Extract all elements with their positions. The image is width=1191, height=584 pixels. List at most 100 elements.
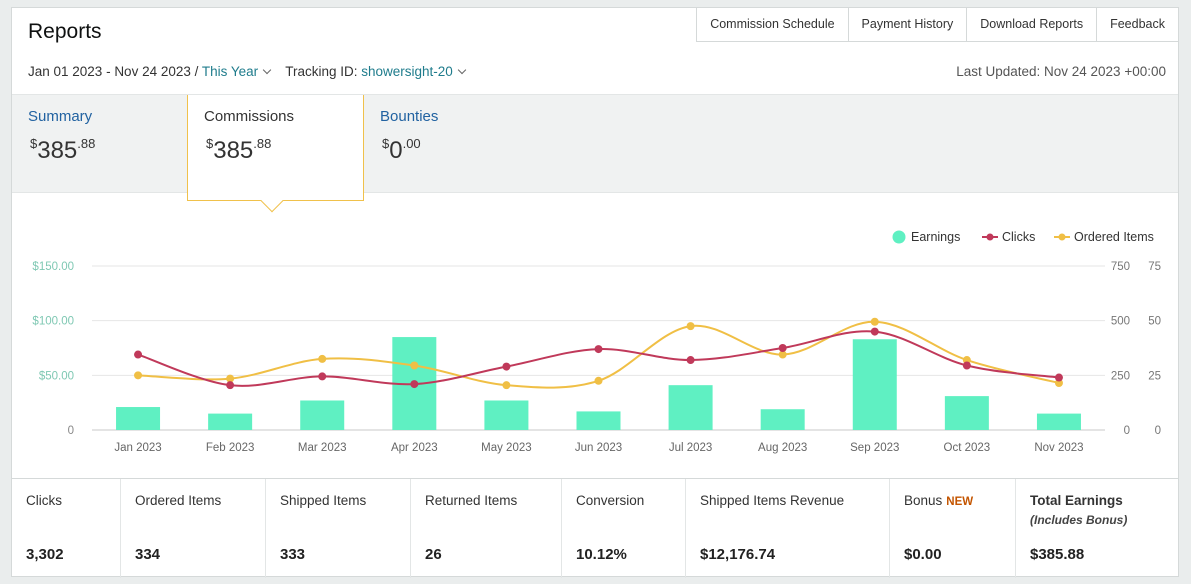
clicks-point [1054, 373, 1063, 382]
stat-value: 3,302 [26, 546, 64, 563]
tracking-label: Tracking ID: [285, 64, 358, 79]
stat-shipped-items: Shipped Items 333 [266, 479, 411, 578]
tab-commissions[interactable]: Commissions $385.88 [187, 95, 364, 213]
download-reports-tab[interactable]: Download Reports [966, 8, 1097, 42]
ordered-items-point [686, 322, 695, 331]
clicks-point [502, 362, 511, 371]
clicks-point [410, 380, 419, 389]
stat-label: Clicks [26, 493, 62, 508]
earnings-bar [852, 339, 897, 430]
right2-tick-label: 75 [1148, 261, 1161, 273]
stat-shipped-revenue: Shipped Items Revenue $12,176.74 [686, 479, 890, 578]
legend-dot-swatch [1058, 233, 1066, 241]
clicks-point [778, 344, 787, 352]
x-tick-label: Oct 2023 [944, 442, 991, 454]
ordered-items-point [134, 371, 143, 380]
left-tick-label: $150.00 [32, 261, 74, 273]
reports-card: Reports Commission Schedule Payment Hist… [11, 7, 1179, 578]
summary-tabs: Summary $385.88 Commissions $385.88 Boun… [12, 94, 1178, 213]
tab-commissions-label: Commissions [204, 108, 295, 125]
stat-label: Ordered Items [135, 493, 222, 508]
right-tick-label: 500 [1111, 316, 1130, 328]
stat-value: 333 [280, 546, 306, 563]
stat-conversion: Conversion 10.12% [562, 479, 686, 578]
earnings-bar [668, 385, 713, 430]
summary-value: $385.88 [30, 136, 96, 164]
clicks-point [594, 345, 603, 354]
payment-history-tab[interactable]: Payment History [847, 8, 967, 42]
earnings-bar [1036, 413, 1081, 430]
clicks-point [870, 327, 879, 336]
commission-schedule-tab[interactable]: Commission Schedule [696, 8, 848, 42]
stat-value: $12,176.74 [700, 546, 776, 563]
right2-tick-label: 0 [1155, 425, 1161, 437]
legend-label: Clicks [1002, 230, 1035, 244]
stat-value: $0.00 [904, 546, 942, 563]
commissions-value: $385.88 [206, 136, 272, 164]
stat-value: 334 [135, 546, 161, 563]
ordered-items-point [778, 350, 787, 359]
ordered-items-point [870, 317, 879, 326]
earnings-bar [116, 407, 161, 430]
stat-label: Returned Items [425, 493, 518, 508]
bounties-value: $0.00 [382, 136, 421, 164]
page-title: Reports [28, 20, 102, 43]
stat-label: Bonus NEW [904, 493, 974, 508]
period-dropdown[interactable]: This Year [202, 64, 274, 79]
stat-value: 10.12% [576, 546, 627, 563]
right2-tick-label: 50 [1148, 316, 1161, 328]
stat-clicks: Clicks 3,302 [12, 479, 121, 578]
tab-summary[interactable]: Summary $385.88 [12, 95, 188, 194]
x-tick-label: Jan 2023 [114, 442, 161, 454]
feedback-tab[interactable]: Feedback [1096, 8, 1178, 42]
ordered-items-point [318, 354, 327, 363]
left-tick-label: 0 [68, 425, 74, 437]
clicks-point [318, 372, 327, 381]
stat-label: Total Earnings [1030, 493, 1123, 508]
tab-bounties-label: Bounties [380, 108, 439, 125]
tracking-id-dropdown[interactable]: showersight-20 [361, 64, 469, 79]
legend-label: Ordered Items [1074, 230, 1154, 244]
stat-label: Shipped Items Revenue [700, 493, 845, 508]
x-tick-label: Jul 2023 [669, 442, 712, 454]
ordered-items-point [410, 361, 419, 370]
stat-label: Shipped Items [280, 493, 367, 508]
ordered-items-point [502, 381, 511, 390]
ordered-items-point [226, 374, 235, 383]
clicks-point [134, 350, 143, 359]
ordered-items-line [138, 320, 1060, 389]
last-updated: Last Updated: Nov 24 2023 +00:00 [956, 64, 1166, 79]
legend-dot-swatch [986, 233, 994, 241]
earnings-bar [576, 411, 621, 430]
ordered-items-point [1054, 378, 1063, 387]
x-tick-label: Feb 2023 [206, 442, 255, 454]
x-tick-label: Aug 2023 [758, 442, 807, 454]
new-badge: NEW [946, 496, 974, 508]
stat-value: 26 [425, 546, 442, 563]
earnings-bar [760, 409, 805, 430]
earnings-bar [944, 396, 989, 430]
chevron-down-icon [457, 65, 467, 75]
top-nav: Commission Schedule Payment History Down… [696, 8, 1178, 42]
stats-row: Clicks 3,302 Ordered Items 334 Shipped I… [12, 478, 1178, 578]
legend-label: Earnings [911, 230, 960, 244]
left-tick-label: $100.00 [32, 316, 74, 328]
earnings-bar [484, 400, 529, 430]
x-tick-label: Mar 2023 [298, 442, 347, 454]
clicks-point [226, 381, 235, 390]
date-range: Jan 01 2023 - Nov 24 2023 / [28, 64, 199, 79]
left-tick-label: $50.00 [39, 370, 74, 382]
earnings-bar [300, 400, 345, 430]
x-tick-label: Sep 2023 [850, 442, 899, 454]
earnings-chart: 0 $50.00 $100.00 $150.00 0 250 500 750 0 25 50 75 Ja… [32, 230, 1161, 454]
tab-bounties[interactable]: Bounties $0.00 [364, 95, 534, 194]
tab-summary-label: Summary [28, 108, 93, 125]
chevron-down-icon [262, 65, 272, 75]
ordered-items-point [962, 356, 971, 365]
stat-label: Conversion [576, 493, 645, 508]
stat-value: $385.88 [1030, 546, 1085, 563]
filter-bar: Jan 01 2023 - Nov 24 2023 / This Year Tr… [28, 64, 469, 79]
x-tick-label: Apr 2023 [391, 442, 438, 454]
right-tick-label: 750 [1111, 261, 1130, 273]
x-tick-label: Nov 2023 [1034, 442, 1083, 454]
